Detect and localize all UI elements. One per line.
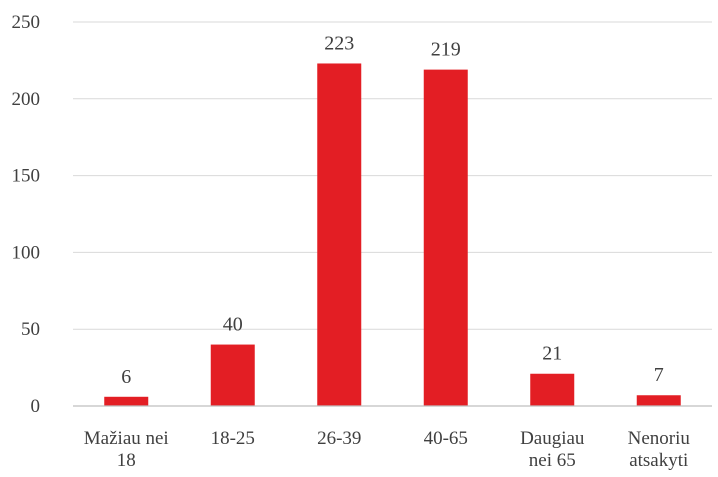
x-tick-label-line: 26-39 [317, 428, 361, 449]
x-tick-label-line: Nenoriu [628, 428, 691, 449]
y-tick-label: 50 [21, 319, 40, 340]
data-label: 219 [431, 39, 461, 61]
x-tick-label-line: atsakyti [629, 450, 688, 471]
x-tick-label: Nenoriu atsakyti [628, 428, 691, 471]
bars [104, 63, 681, 407]
gridlines [73, 21, 712, 330]
x-tick-label: 26-39 [317, 428, 361, 449]
y-tick-label: 200 [12, 89, 41, 110]
bar [530, 373, 575, 406]
data-label: 40 [223, 314, 243, 336]
x-tick-label-line: 18-25 [211, 428, 255, 449]
x-tick-label: Mažiau nei 18 [84, 428, 169, 471]
x-tick-label: Daugiau nei 65 [520, 428, 585, 471]
bar [423, 69, 468, 406]
data-label: 6 [121, 366, 131, 388]
x-tick-label: 18-25 [211, 428, 255, 449]
bar [210, 344, 255, 406]
x-tick-label-line: Mažiau nei [84, 428, 169, 449]
data-labels: 6 40 223 219 21 7 [121, 32, 664, 387]
y-axis-ticks: 0 50 100 150 200 250 [12, 12, 41, 417]
bar [317, 63, 362, 407]
x-tick-label: 40-65 [424, 428, 468, 449]
x-tick-label-line: nei 65 [529, 450, 576, 471]
x-tick-label-line: 40-65 [424, 428, 468, 449]
y-tick-label: 250 [12, 12, 41, 33]
x-tick-label-line: Daugiau [520, 428, 585, 449]
y-tick-label: 150 [12, 166, 41, 187]
bar [104, 396, 149, 406]
data-label: 7 [654, 364, 664, 386]
x-axis-categories: Mažiau nei 18 18-25 26-39 40-65 Daugiau nei 65… [84, 428, 691, 471]
bar [636, 395, 681, 406]
y-tick-label: 0 [31, 396, 41, 417]
data-label: 223 [324, 32, 354, 54]
x-tick-label-line: 18 [117, 450, 136, 471]
data-label: 21 [542, 343, 562, 365]
y-tick-label: 100 [12, 242, 41, 263]
